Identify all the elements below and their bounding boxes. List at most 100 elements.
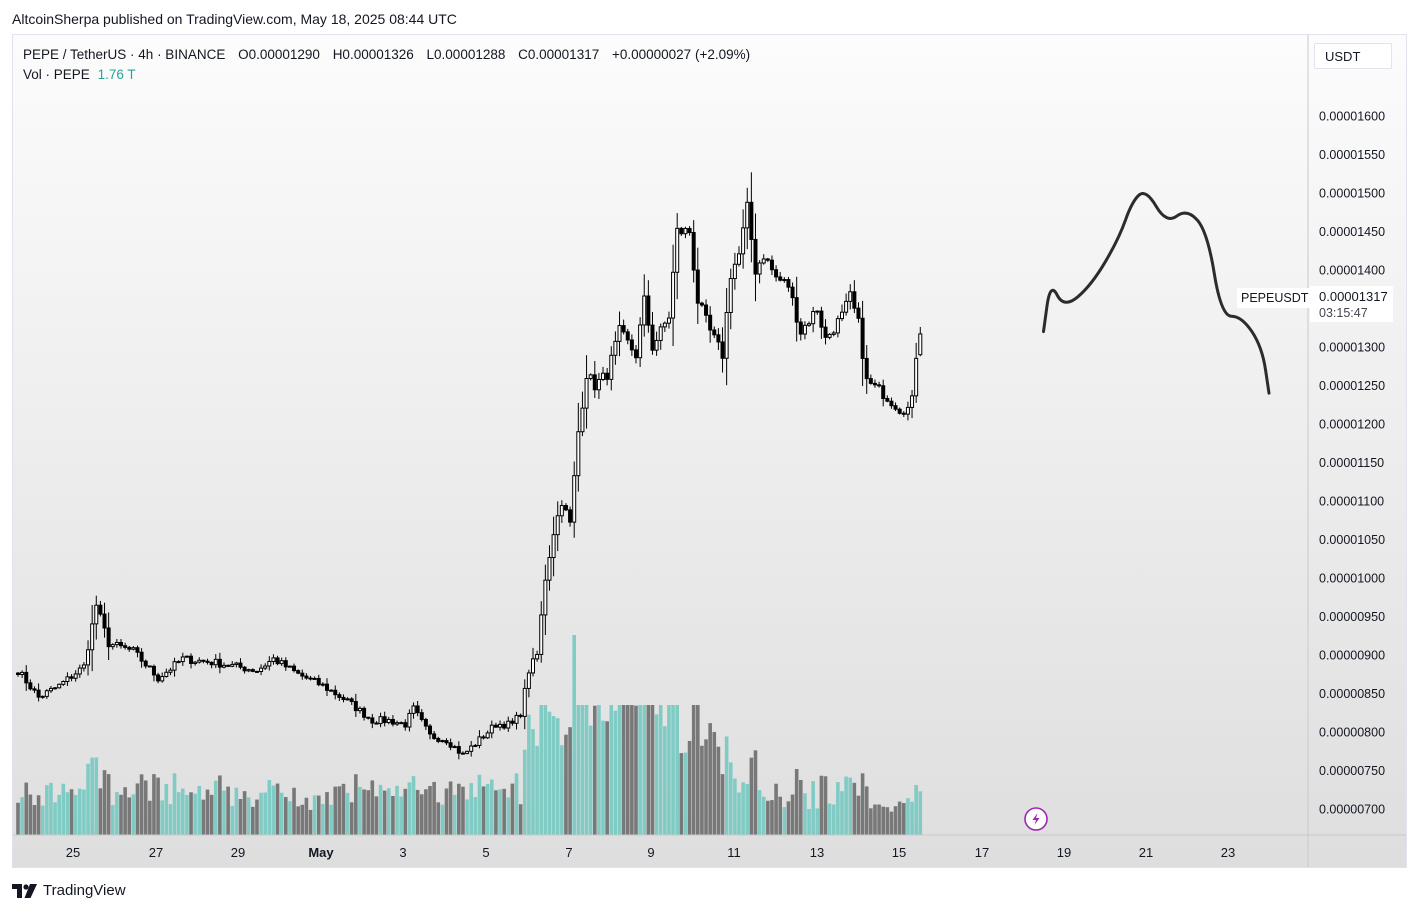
candle-body [905, 406, 910, 415]
volume-bar [168, 804, 173, 835]
price-tick-label: 0.00001200 [1319, 418, 1385, 432]
chart-area[interactable]: 0.00000700 0.00000750 0.00000800 0.00000850… [12, 34, 1407, 868]
candle-body [765, 258, 770, 261]
candle-body [263, 665, 268, 669]
candle-body [366, 716, 371, 719]
volume-bar [663, 726, 667, 835]
candle-body [910, 395, 915, 408]
candle-body [535, 653, 540, 660]
candle-body [304, 675, 309, 679]
brand-name: TradingView [43, 882, 126, 899]
candle-body [712, 329, 717, 336]
candle-body [877, 384, 882, 387]
volume-bar [481, 786, 486, 835]
volume-bar [110, 805, 115, 835]
candle-body [675, 227, 680, 273]
candle-body [156, 674, 161, 682]
volume-bar [362, 789, 366, 835]
candle-body [69, 676, 74, 679]
candle-body [176, 661, 181, 664]
candle-body [650, 324, 655, 351]
volume-series [16, 635, 923, 835]
volume-bar [213, 780, 218, 835]
candle-body [510, 720, 515, 724]
volume-bar [708, 723, 712, 835]
candle-body [687, 227, 692, 234]
candle-body [292, 665, 297, 672]
volume-bar [918, 791, 923, 835]
candle-body [469, 745, 474, 752]
candle-body [699, 302, 704, 306]
candle-body [885, 398, 890, 402]
candle-body [81, 664, 86, 669]
candle-body [638, 324, 643, 359]
volume-bar [560, 745, 564, 835]
candle-body [502, 723, 507, 729]
volume-bar [345, 792, 350, 835]
time-axis: 25 27 29 May 3 5 7 9 11 13 15 17 19 21 23 [66, 845, 1235, 860]
legend-symbol[interactable]: PEPE / TetherUS · 4h · BINANCE [23, 47, 226, 62]
price-tick-label: 0.00001400 [1319, 264, 1385, 278]
candle-body [897, 408, 902, 414]
volume-bar [251, 806, 255, 835]
candle-body [300, 672, 305, 677]
candle-body [357, 707, 362, 712]
candle-body [774, 269, 779, 278]
candle-body [123, 645, 128, 648]
candle-body [460, 752, 465, 755]
candle-body [465, 750, 470, 754]
price-tick-label: 0.00001300 [1319, 341, 1385, 355]
candle-body [522, 687, 527, 717]
volume-bar [358, 786, 362, 835]
candle-body [848, 291, 853, 302]
volume-bar [432, 781, 436, 835]
volume-bar [580, 705, 585, 835]
volume-bar [840, 791, 844, 835]
volume-bar [69, 789, 74, 835]
candle-body [98, 604, 103, 615]
volume-bar [704, 739, 708, 835]
candle-body [543, 579, 548, 616]
candle-body [250, 669, 255, 672]
volume-bar [387, 788, 391, 835]
candle-body [259, 667, 264, 673]
volume-bar [90, 757, 94, 835]
candle-body [423, 718, 428, 727]
tradingview-branding[interactable]: TradingView [12, 882, 126, 899]
candle-body [160, 676, 165, 682]
volume-bar [65, 792, 70, 835]
candle-body [691, 232, 696, 271]
volume-bar [193, 793, 197, 835]
candle-body [634, 349, 638, 359]
candle-body [481, 736, 486, 739]
candle-body [547, 557, 552, 581]
volume-bar [366, 790, 370, 835]
candle-body [868, 378, 873, 384]
candle-body [151, 665, 156, 676]
time-tick-label: 13 [810, 845, 824, 860]
volume-bar [634, 705, 638, 835]
candle-body [61, 681, 66, 685]
volume-bar [700, 745, 704, 835]
candle-body [679, 227, 684, 235]
time-tick-label: 23 [1221, 845, 1235, 860]
volume-bar [378, 784, 383, 835]
candle-body [114, 641, 119, 646]
volume-bar [197, 785, 202, 835]
candlestick-chart[interactable]: 0.00000700 0.00000750 0.00000800 0.00000850… [13, 35, 1407, 868]
volume-bar [485, 783, 490, 835]
candle-body [28, 682, 33, 690]
volume-bar [131, 794, 136, 835]
volume-bar [514, 773, 519, 835]
candle-body [77, 667, 82, 675]
currency-button[interactable]: USDT [1314, 43, 1392, 69]
candle-body [807, 323, 812, 326]
volume-bar [864, 786, 869, 835]
volume-bar [115, 792, 119, 835]
candle-body [320, 683, 325, 686]
candle-body [378, 716, 383, 725]
candle-body [337, 694, 342, 698]
candle-body [724, 311, 729, 359]
volume-bar [716, 746, 721, 835]
legend-volume-label[interactable]: Vol · PEPE [23, 67, 90, 82]
